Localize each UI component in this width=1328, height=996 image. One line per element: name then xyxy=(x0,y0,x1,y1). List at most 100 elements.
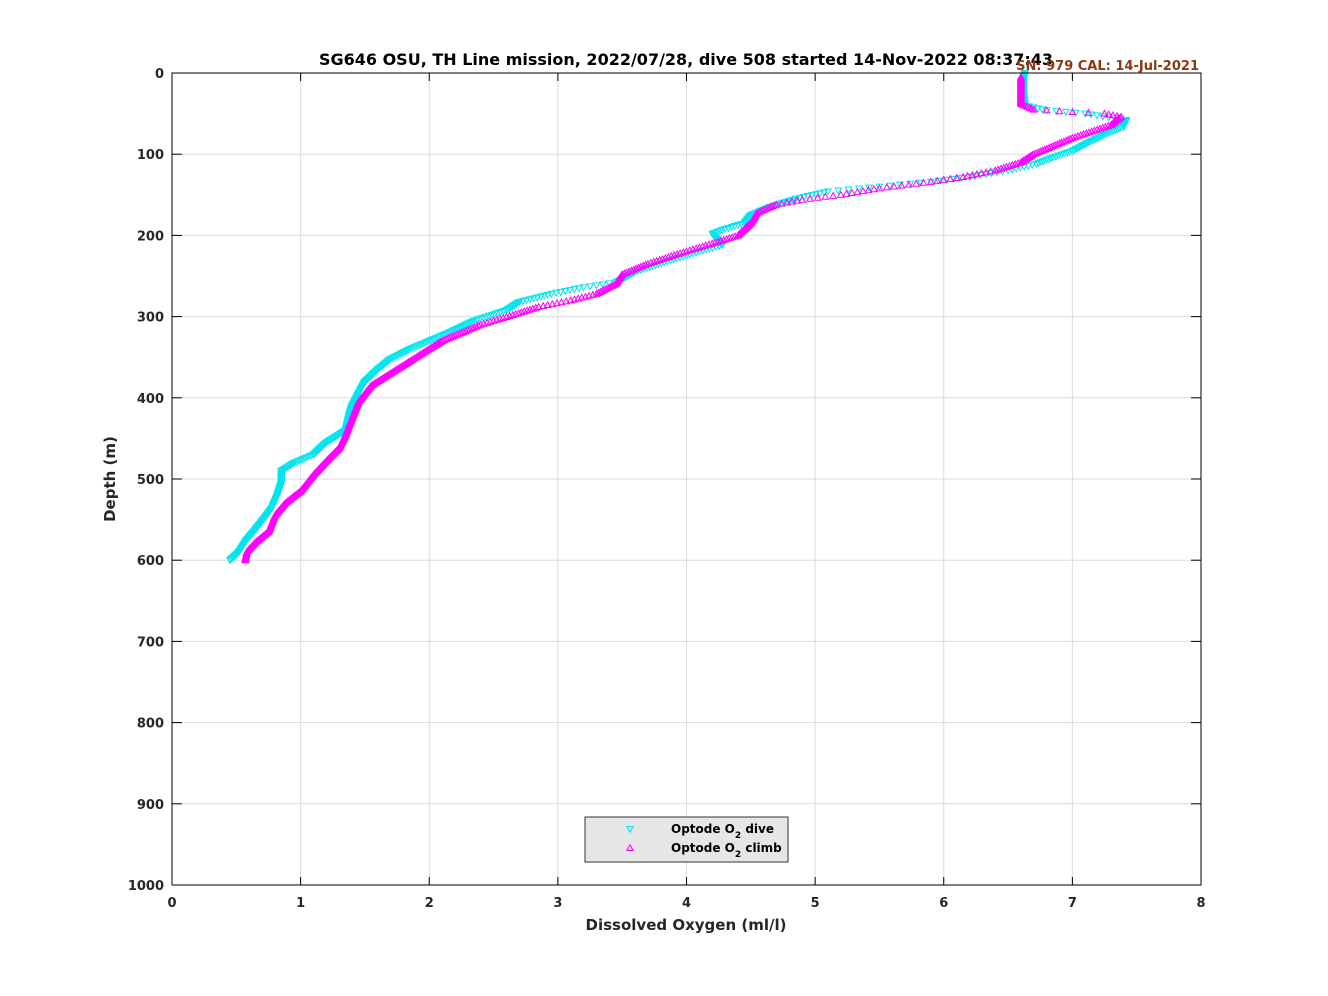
data-point-climb xyxy=(981,168,991,176)
data-point-climb xyxy=(430,341,439,349)
data-point-climb xyxy=(875,184,884,192)
data-point-climb xyxy=(1024,153,1033,161)
data-point-climb xyxy=(1018,157,1027,165)
data-point-climb xyxy=(933,176,942,184)
data-point-dive xyxy=(579,284,588,292)
data-point-climb xyxy=(1055,106,1064,115)
data-point-climb xyxy=(1019,156,1028,164)
x-tick-label: 3 xyxy=(553,896,562,911)
data-point-climb xyxy=(383,371,392,379)
data-point-climb xyxy=(798,195,807,203)
data-point-dive xyxy=(493,309,502,318)
data-point-dive xyxy=(721,225,730,234)
data-point-dive xyxy=(786,197,795,205)
data-point-climb xyxy=(602,284,611,293)
data-point-dive xyxy=(574,285,584,293)
data-point-dive xyxy=(791,195,800,204)
data-point-climb xyxy=(570,295,579,303)
data-point-dive xyxy=(484,312,493,321)
data-point-climb xyxy=(401,359,410,367)
data-point-dive xyxy=(481,313,491,322)
data-point-dive xyxy=(1062,149,1071,158)
data-point-climb xyxy=(864,185,873,194)
data-point-climb xyxy=(1084,108,1093,116)
data-point-climb xyxy=(380,372,389,381)
data-point-dive xyxy=(834,187,843,195)
data-point-dive xyxy=(718,226,727,235)
y-tick-label: 900 xyxy=(137,798,164,813)
data-point-dive xyxy=(476,315,485,323)
y-tick-label: 500 xyxy=(137,473,164,488)
data-point-climb xyxy=(374,376,383,384)
data-point-climb xyxy=(858,186,867,195)
data-point-climb xyxy=(611,279,620,288)
data-point-climb xyxy=(1028,150,1037,159)
y-axis-label: Depth (m) xyxy=(101,436,119,522)
data-point-climb xyxy=(991,166,1000,174)
data-point-dive xyxy=(570,286,579,294)
data-point-dive xyxy=(1054,152,1063,160)
y-tick-label: 100 xyxy=(137,148,164,163)
data-point-climb xyxy=(386,369,395,377)
data-point-dive xyxy=(895,181,905,189)
data-point-dive xyxy=(1081,110,1090,118)
data-point-climb xyxy=(847,188,856,197)
data-point-climb xyxy=(986,167,995,175)
data-point-dive xyxy=(551,289,561,298)
data-point-climb xyxy=(422,346,432,354)
data-point-climb xyxy=(805,194,815,202)
data-point-climb xyxy=(379,373,388,382)
data-point-dive xyxy=(1034,159,1043,168)
data-point-climb xyxy=(539,301,548,309)
data-point-climb xyxy=(557,297,566,306)
data-point-climb xyxy=(376,375,385,384)
data-point-climb xyxy=(912,179,921,187)
data-point-climb xyxy=(869,185,878,193)
x-tick-label: 5 xyxy=(811,896,820,911)
data-point-climb xyxy=(977,168,986,177)
data-point-climb xyxy=(406,356,415,365)
data-point-climb xyxy=(605,282,615,291)
data-point-climb xyxy=(566,296,575,304)
data-point-dive xyxy=(561,288,570,296)
data-point-climb xyxy=(574,294,583,302)
data-point-dive xyxy=(1085,138,1094,147)
data-point-climb xyxy=(425,344,435,352)
data-point-climb xyxy=(594,288,603,296)
data-point-climb xyxy=(415,351,424,359)
data-point-climb xyxy=(241,555,250,564)
data-point-climb xyxy=(1108,110,1117,119)
data-point-climb xyxy=(377,374,386,383)
data-point-climb xyxy=(946,174,955,182)
data-point-dive xyxy=(1057,151,1066,159)
data-point-climb xyxy=(609,280,618,289)
data-point-climb xyxy=(394,364,403,372)
calibration-note: SN: 979 CAL: 14-Jul-2021 xyxy=(1016,59,1199,74)
x-tick-label: 2 xyxy=(425,896,434,911)
data-point-dive xyxy=(473,316,482,324)
data-point-dive xyxy=(1033,105,1042,113)
data-point-climb xyxy=(603,283,613,292)
y-tick-label: 300 xyxy=(137,311,164,326)
data-point-climb xyxy=(890,182,899,190)
data-point-dive xyxy=(565,287,574,295)
data-point-climb xyxy=(919,178,928,186)
y-tick-label: 0 xyxy=(155,67,164,82)
x-axis-label: Dissolved Oxygen (ml/l) xyxy=(586,916,787,934)
data-point-climb xyxy=(904,180,913,188)
data-point-climb xyxy=(592,289,601,297)
legend-entry-climb: Optode O2 climb xyxy=(671,841,782,860)
y-tick-label: 200 xyxy=(137,229,164,244)
data-point-dive xyxy=(1060,150,1069,158)
data-point-climb xyxy=(409,354,418,363)
data-point-dive xyxy=(496,308,505,317)
y-tick-label: 800 xyxy=(137,717,164,732)
data-point-climb xyxy=(397,362,406,370)
data-point-climb xyxy=(371,378,380,386)
data-point-climb xyxy=(853,187,862,196)
data-point-climb xyxy=(548,299,557,308)
data-point-climb xyxy=(1025,152,1034,160)
data-point-dive xyxy=(1065,148,1074,157)
data-point-climb xyxy=(963,171,972,180)
data-point-dive xyxy=(225,557,234,565)
